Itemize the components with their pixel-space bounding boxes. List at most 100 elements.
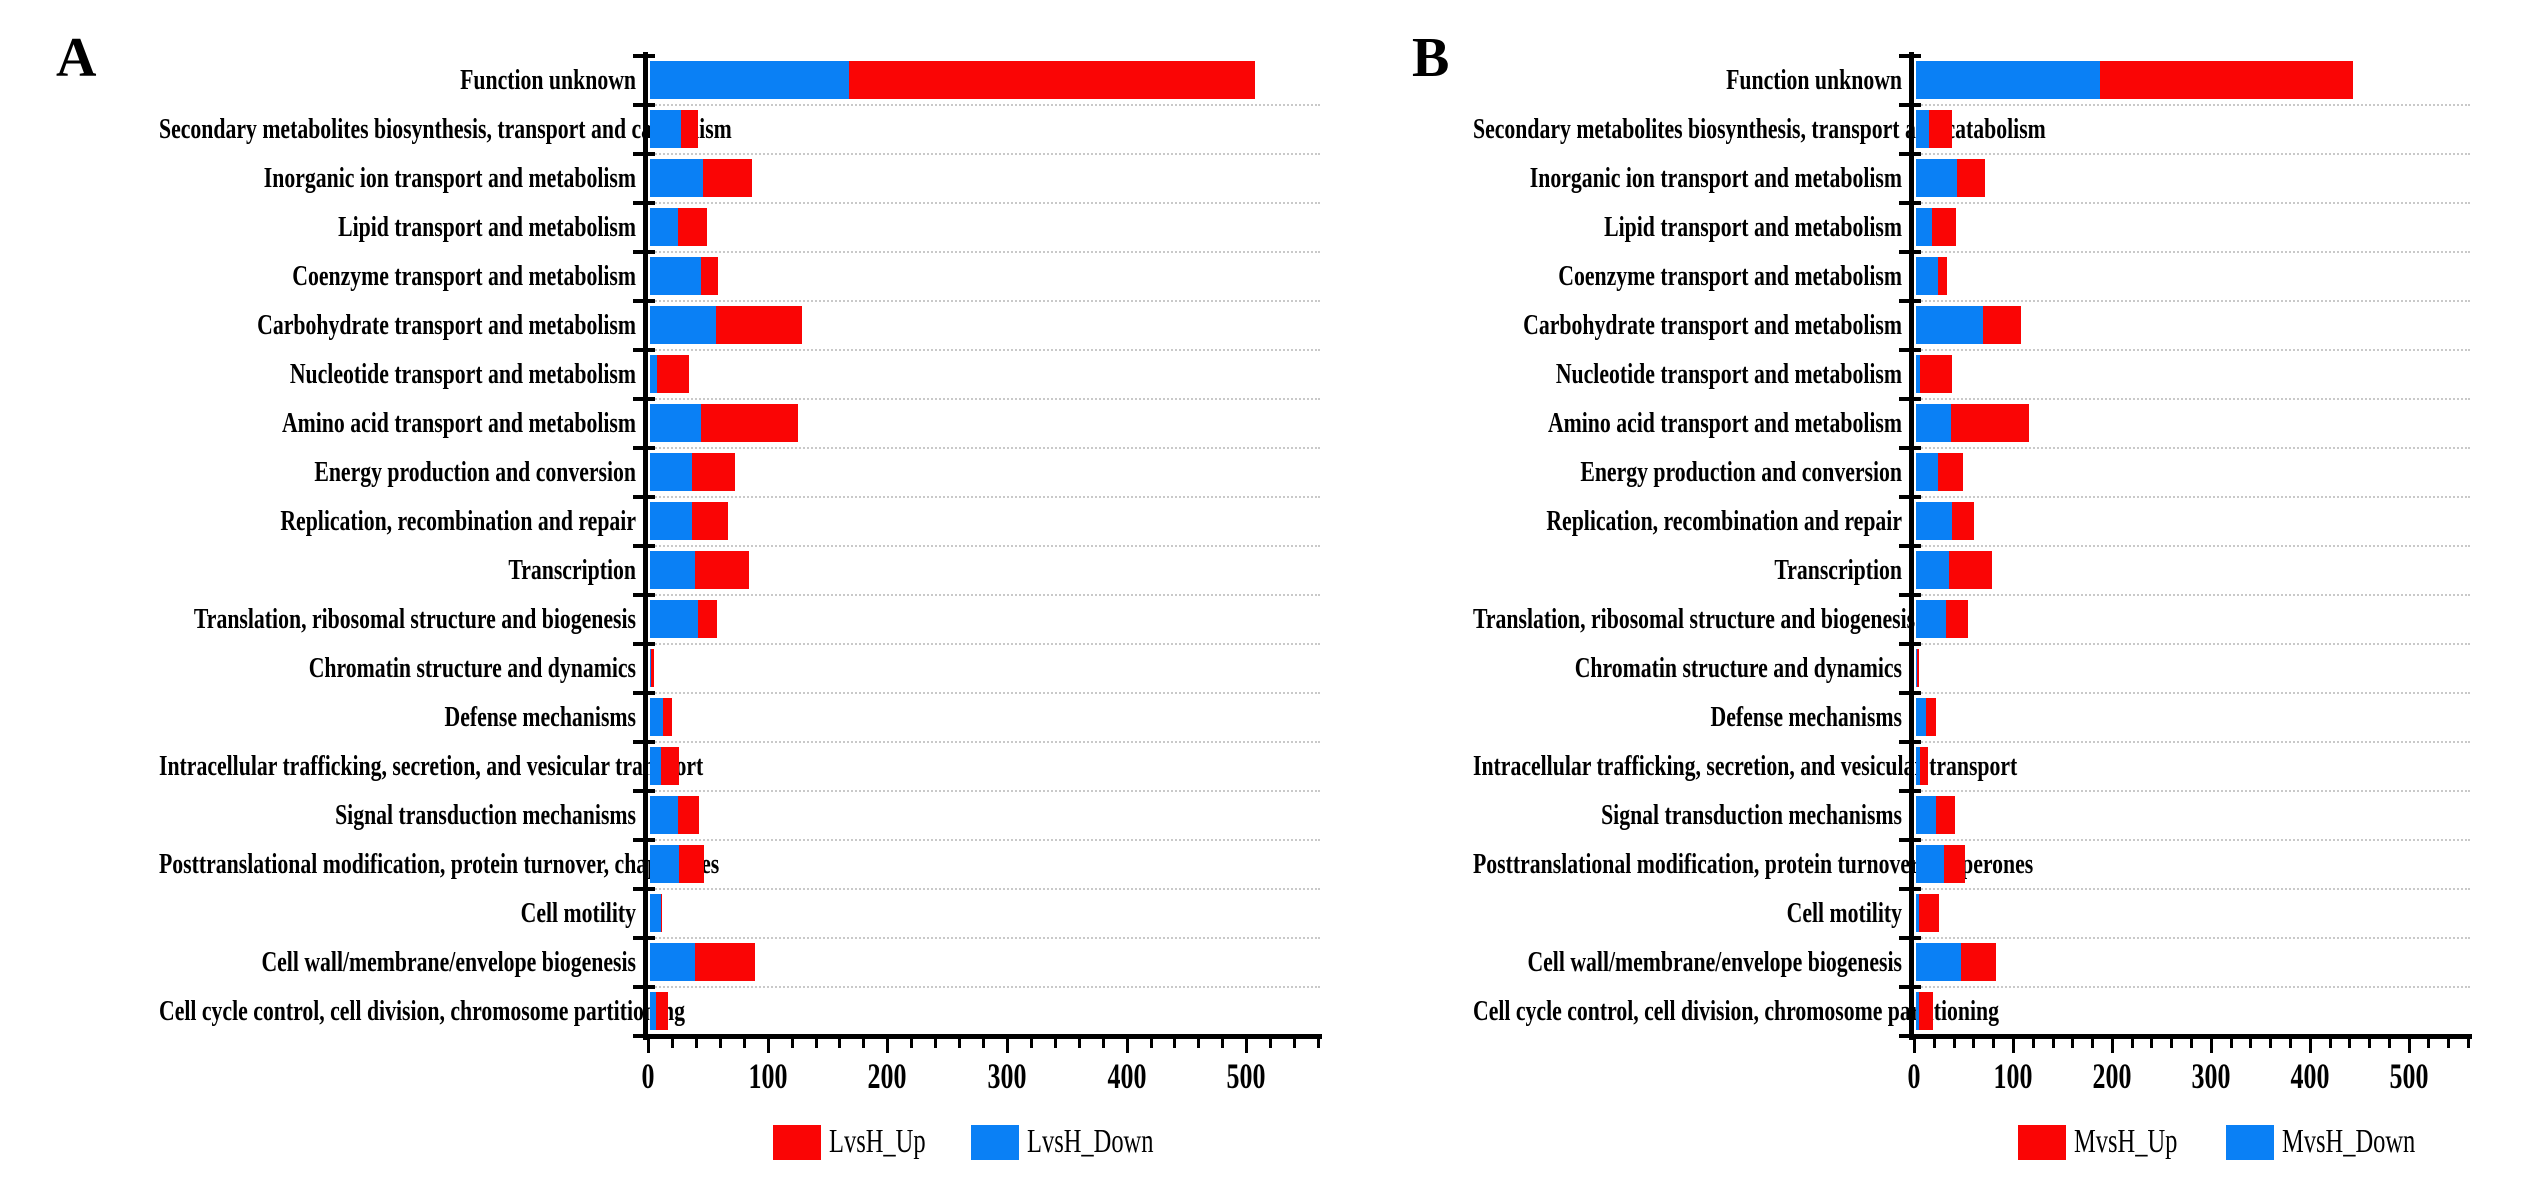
x-axis-minor-tick — [2387, 1039, 2391, 1048]
bar-B-9-down — [1916, 502, 1952, 540]
y-axis-tick — [633, 936, 655, 940]
bar-B-18-up — [1960, 943, 1997, 981]
y-axis-tick — [1899, 348, 1921, 352]
legend-down-swatch — [971, 1124, 1020, 1160]
bar-B-16-down — [1916, 845, 1944, 883]
x-axis-minor-tick — [1149, 1039, 1153, 1048]
y-axis-tick — [1899, 593, 1921, 597]
category-label: Nucleotide transport and metabolism — [1555, 358, 1902, 390]
bar-A-18-up — [695, 943, 756, 981]
bar-A-16-up — [678, 845, 704, 883]
bar-A-2-up — [702, 159, 752, 197]
bar-A-3-down — [650, 208, 678, 246]
bar-A-8-up — [691, 453, 735, 491]
x-axis-minor-tick — [2447, 1039, 2451, 1048]
bar-B-6-up — [1919, 355, 1952, 393]
gridline — [648, 300, 1320, 302]
bar-A-10-down — [650, 551, 696, 589]
x-axis-major-tick — [1245, 1039, 1249, 1053]
x-axis-minor-tick — [1029, 1039, 1033, 1048]
y-axis-tick — [633, 397, 655, 401]
x-axis-tick-label: 0 — [1907, 1056, 1921, 1096]
x-axis-minor-tick — [910, 1039, 914, 1048]
bar-B-7-down — [1916, 404, 1951, 442]
x-axis-minor-tick — [2071, 1039, 2075, 1048]
category-label: Translation, ribosomal structure and bio… — [1473, 603, 1916, 635]
gridline — [648, 986, 1320, 988]
category-label: Cell motility — [1786, 897, 1902, 929]
bar-A-11-down — [650, 600, 698, 638]
category-label: Function unknown — [1726, 64, 1902, 96]
bar-A-7-down — [650, 404, 702, 442]
y-axis-tick — [1899, 691, 1921, 695]
gridline — [648, 153, 1320, 155]
category-label: Intracellular trafficking, secretion, an… — [1473, 750, 2018, 782]
bar-B-5-up — [1983, 306, 2021, 344]
x-axis-tick-label: 500 — [1226, 1056, 1266, 1096]
y-axis-tick — [1899, 201, 1921, 205]
bar-A-11-up — [697, 600, 717, 638]
category-label: Cell cycle control, cell division, chrom… — [159, 995, 685, 1027]
x-axis-minor-tick — [1221, 1039, 1225, 1048]
gridline — [1914, 447, 2470, 449]
plot-area-A: 0 100 200 300 400 500 — [633, 0, 1328, 1194]
bar-A-8-down — [650, 453, 692, 491]
bar-A-3-up — [677, 208, 708, 246]
gridline — [648, 594, 1320, 596]
x-axis-minor-tick — [1932, 1039, 1936, 1048]
y-axis-tick — [1899, 838, 1921, 842]
bar-B-9-up — [1951, 502, 1975, 540]
bar-A-10-up — [695, 551, 750, 589]
bar-A-13-up — [663, 698, 672, 736]
bar-B-1-down — [1916, 110, 1929, 148]
category-label: Translation, ribosomal structure and bio… — [193, 603, 636, 635]
bar-B-11-up — [1945, 600, 1969, 638]
bar-A-19-down — [650, 992, 656, 1030]
bar-A-4-up — [701, 257, 719, 295]
x-axis-minor-tick — [1173, 1039, 1177, 1048]
bar-A-0-up — [848, 61, 1256, 99]
bar-A-9-up — [691, 502, 728, 540]
gridline — [1914, 545, 2470, 547]
x-axis-minor-tick — [2269, 1039, 2273, 1048]
gridline — [1914, 104, 2470, 106]
y-axis-tick — [1899, 544, 1921, 548]
legend-down-swatch — [2225, 1124, 2274, 1160]
gridline — [1914, 251, 2470, 253]
x-axis-minor-tick — [1972, 1039, 1976, 1048]
category-label: Inorganic ion transport and metabolism — [263, 162, 636, 194]
gridline — [648, 104, 1320, 106]
x-axis-minor-tick — [934, 1039, 938, 1048]
x-axis-minor-tick — [742, 1039, 746, 1048]
gridline — [648, 398, 1320, 400]
x-axis-minor-tick — [862, 1039, 866, 1048]
bar-B-6-down — [1916, 355, 1920, 393]
category-label: Cell wall/membrane/envelope biogenesis — [1527, 946, 1902, 978]
gridline — [648, 937, 1320, 939]
x-axis-minor-tick — [1053, 1039, 1057, 1048]
bar-A-7-up — [701, 404, 799, 442]
bar-B-13-down — [1916, 698, 1926, 736]
x-axis-minor-tick — [2368, 1039, 2372, 1048]
bar-A-15-down — [650, 796, 678, 834]
y-axis-tick — [633, 201, 655, 205]
category-label: Secondary metabolites biosynthesis, tran… — [1473, 113, 2046, 145]
bar-B-7-up — [1950, 404, 2029, 442]
gridline — [648, 692, 1320, 694]
bar-B-13-up — [1925, 698, 1936, 736]
x-axis-tick-label: 400 — [1107, 1056, 1147, 1096]
y-axis-tick — [633, 103, 655, 107]
gridline — [1914, 300, 2470, 302]
x-axis-tick-label: 200 — [867, 1056, 907, 1096]
x-axis-minor-tick — [2091, 1039, 2095, 1048]
bar-B-11-down — [1916, 600, 1946, 638]
y-axis-tick — [1899, 789, 1921, 793]
x-axis-major-tick — [2407, 1039, 2411, 1053]
x-axis-tick-label: 300 — [987, 1056, 1027, 1096]
y-axis-tick — [1899, 299, 1921, 303]
category-label: Lipid transport and metabolism — [338, 211, 636, 243]
bar-B-15-down — [1916, 796, 1936, 834]
bar-B-19-down — [1916, 992, 1919, 1030]
bar-A-16-down — [650, 845, 679, 883]
x-axis-minor-tick — [2328, 1039, 2332, 1048]
